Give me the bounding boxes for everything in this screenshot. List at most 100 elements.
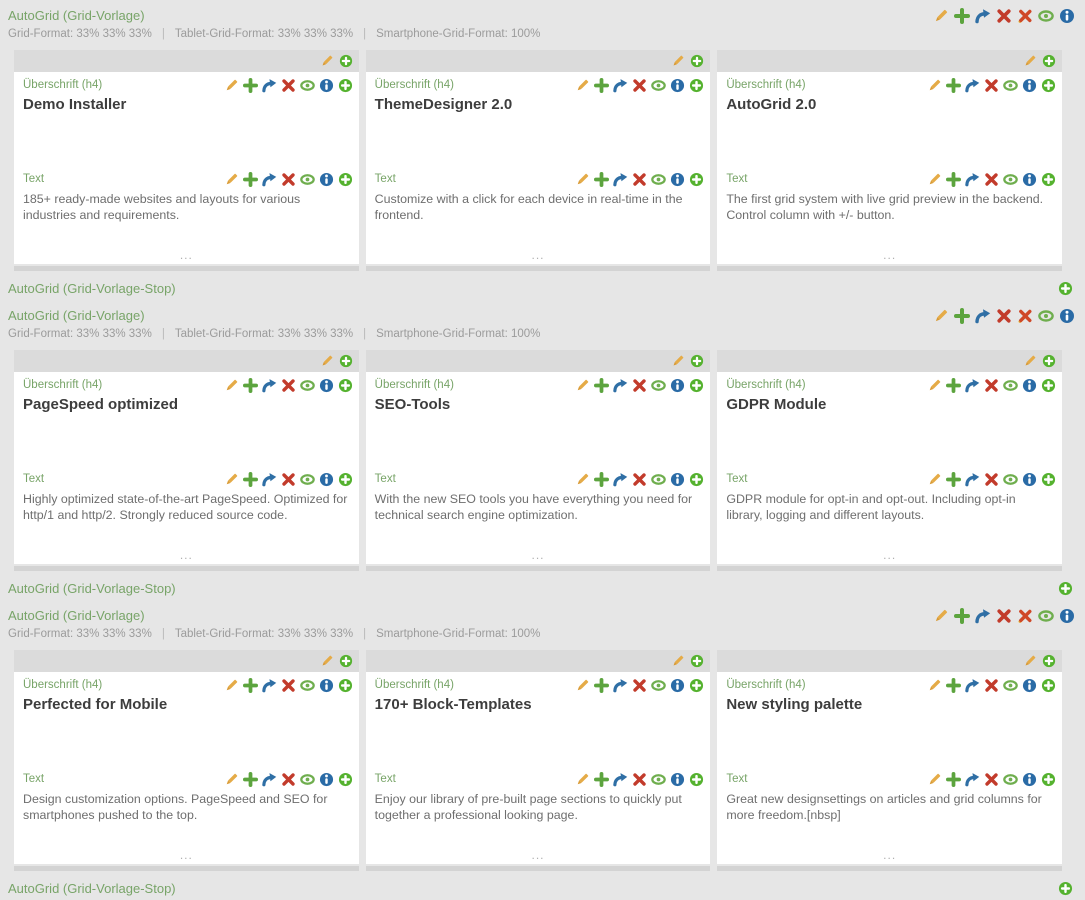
move-icon[interactable] [262,78,277,93]
add-icon[interactable] [243,472,258,487]
info-icon[interactable] [319,678,334,693]
info-icon[interactable] [1059,8,1075,24]
delete-icon[interactable] [632,678,647,693]
edit-icon[interactable] [575,472,590,487]
visibility-icon[interactable] [300,78,315,93]
visibility-icon[interactable] [1038,8,1054,24]
add-icon[interactable] [946,472,961,487]
add-block-icon[interactable] [338,78,353,93]
move-icon[interactable] [613,378,628,393]
edit-icon[interactable] [1023,654,1037,668]
visibility-icon[interactable] [651,378,666,393]
info-icon[interactable] [670,172,685,187]
add-icon[interactable] [594,78,609,93]
add-icon[interactable] [946,678,961,693]
move-icon[interactable] [975,308,991,324]
delete-icon[interactable] [984,472,999,487]
edit-icon[interactable] [927,172,942,187]
visibility-icon[interactable] [1003,78,1018,93]
visibility-icon[interactable] [300,678,315,693]
edit-icon[interactable] [224,678,239,693]
add-block-icon[interactable] [689,378,704,393]
add-icon[interactable] [594,172,609,187]
info-icon[interactable] [319,772,334,787]
move-icon[interactable] [613,472,628,487]
card-ellipsis[interactable]: ... [531,248,545,262]
delete-icon[interactable] [996,8,1012,24]
move-icon[interactable] [975,608,991,624]
move-icon[interactable] [262,678,277,693]
add-block-icon[interactable] [689,472,704,487]
edit-icon[interactable] [1023,54,1037,68]
add-block-icon[interactable] [1041,78,1056,93]
card-ellipsis[interactable]: ... [179,548,193,562]
edit-icon[interactable] [575,678,590,693]
visibility-icon[interactable] [651,172,666,187]
edit-icon[interactable] [575,772,590,787]
add-block-icon[interactable] [1041,678,1056,693]
card-ellipsis[interactable]: ... [883,548,897,562]
info-icon[interactable] [1059,308,1075,324]
edit-icon[interactable] [224,772,239,787]
visibility-icon[interactable] [651,678,666,693]
add-block-icon[interactable] [1058,581,1073,596]
add-icon[interactable] [243,172,258,187]
info-icon[interactable] [1022,472,1037,487]
add-block-icon[interactable] [339,354,353,368]
delete-icon[interactable] [984,378,999,393]
edit-icon[interactable] [927,378,942,393]
add-block-icon[interactable] [339,654,353,668]
add-block-icon[interactable] [1041,772,1056,787]
move-icon[interactable] [613,772,628,787]
edit-icon[interactable] [320,354,334,368]
info-icon[interactable] [670,772,685,787]
visibility-icon[interactable] [300,472,315,487]
delete-icon[interactable] [281,678,296,693]
visibility-icon[interactable] [651,472,666,487]
edit-icon[interactable] [671,654,685,668]
add-block-icon[interactable] [338,772,353,787]
edit-icon[interactable] [320,654,334,668]
delete-icon[interactable] [984,172,999,187]
add-icon[interactable] [243,78,258,93]
add-block-icon[interactable] [1058,881,1073,896]
edit-icon[interactable] [575,78,590,93]
visibility-icon[interactable] [1003,378,1018,393]
add-icon[interactable] [946,78,961,93]
info-icon[interactable] [319,78,334,93]
visibility-icon[interactable] [651,78,666,93]
delete-icon[interactable] [281,472,296,487]
add-icon[interactable] [954,308,970,324]
edit-icon[interactable] [933,608,949,624]
add-block-icon[interactable] [1042,654,1056,668]
delete-icon[interactable] [281,378,296,393]
add-icon[interactable] [946,378,961,393]
edit-icon[interactable] [927,472,942,487]
add-block-icon[interactable] [690,54,704,68]
info-icon[interactable] [1059,608,1075,624]
add-block-icon[interactable] [689,678,704,693]
delete-icon[interactable] [632,772,647,787]
delete-icon[interactable] [281,78,296,93]
info-icon[interactable] [670,78,685,93]
add-block-icon[interactable] [689,772,704,787]
info-icon[interactable] [670,378,685,393]
add-block-icon[interactable] [1042,54,1056,68]
info-icon[interactable] [319,472,334,487]
edit-icon[interactable] [224,78,239,93]
card-ellipsis[interactable]: ... [883,248,897,262]
add-icon[interactable] [946,772,961,787]
move-icon[interactable] [613,678,628,693]
delete-icon[interactable] [281,172,296,187]
edit-icon[interactable] [927,78,942,93]
edit-icon[interactable] [933,8,949,24]
delete-all-icon[interactable] [1017,8,1033,24]
add-icon[interactable] [954,8,970,24]
add-block-icon[interactable] [338,472,353,487]
visibility-icon[interactable] [1038,308,1054,324]
visibility-icon[interactable] [300,172,315,187]
add-block-icon[interactable] [689,78,704,93]
add-icon[interactable] [243,378,258,393]
info-icon[interactable] [1022,78,1037,93]
card-ellipsis[interactable]: ... [179,248,193,262]
